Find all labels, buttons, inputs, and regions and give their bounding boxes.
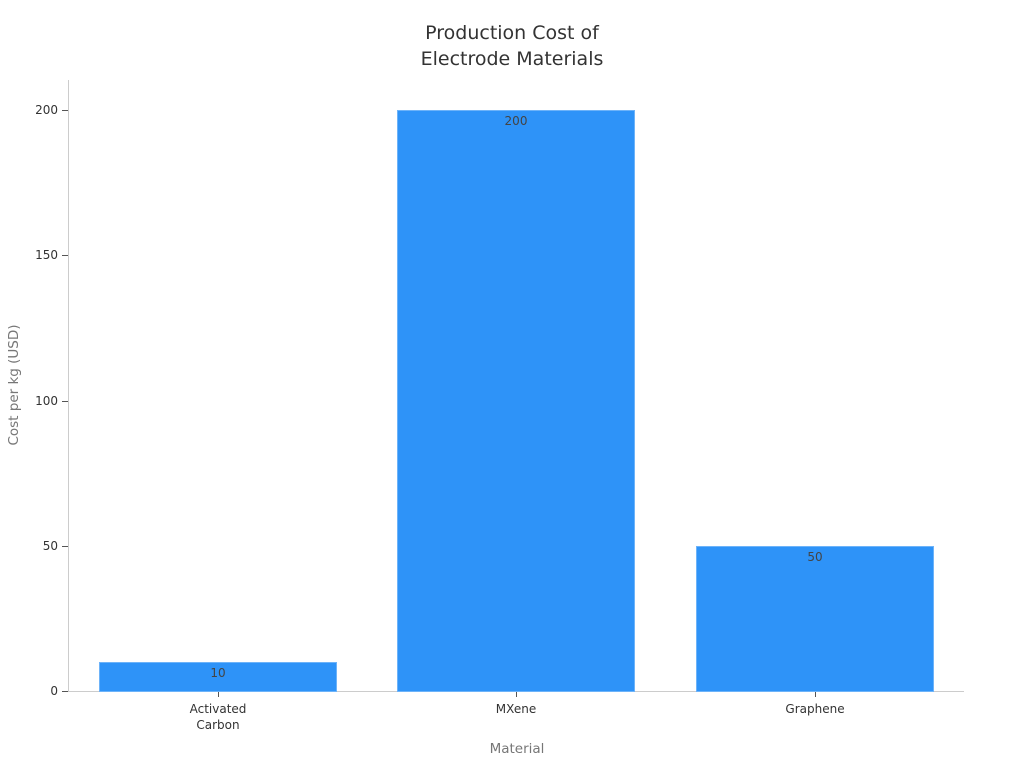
bar-value-label-activated-carbon: 10 <box>210 666 226 680</box>
y-tick-0 <box>62 691 68 692</box>
x-axis-label: Material <box>489 741 545 757</box>
bar-mxene[interactable] <box>397 110 635 692</box>
y-tick-label-50: 50 <box>42 539 58 553</box>
x-tick-label-line-1: MXene <box>495 702 537 716</box>
y-tick-200 <box>62 110 68 111</box>
bar-activated-carbon[interactable] <box>99 662 337 692</box>
y-tick-100 <box>62 401 68 402</box>
bar-graphene[interactable] <box>696 546 934 692</box>
chart-title-line-1: Production Cost of <box>425 22 599 44</box>
y-tick-label-150: 150 <box>35 248 58 262</box>
y-axis-label: Cost per kg (USD) <box>6 324 22 446</box>
x-tick-label-activated-carbon: Activated Carbon <box>190 701 247 733</box>
x-tick-label-line-1: Graphene <box>785 702 845 716</box>
y-tick-label-200: 200 <box>35 103 58 117</box>
x-tick-label-line-2: Carbon <box>196 718 240 732</box>
chart-title: Production Cost of Electrode Materials <box>0 20 1024 72</box>
bar-value-label-mxene: 200 <box>504 114 528 128</box>
bar-value-label-graphene: 50 <box>807 550 823 564</box>
x-tick-label-mxene: MXene <box>496 701 536 717</box>
y-tick-50 <box>62 546 68 547</box>
y-axis-line <box>68 80 69 692</box>
y-tick-label-100: 100 <box>35 394 58 408</box>
y-tick-150 <box>62 255 68 256</box>
x-tick-activated-carbon <box>218 692 219 697</box>
x-tick-label-graphene: Graphene <box>785 701 844 717</box>
y-tick-label-0: 0 <box>50 684 58 698</box>
x-tick-mxene <box>516 692 517 697</box>
chart-title-line-2: Electrode Materials <box>420 48 604 70</box>
x-tick-label-line-1: Activated <box>189 702 247 716</box>
x-tick-graphene <box>815 692 816 697</box>
